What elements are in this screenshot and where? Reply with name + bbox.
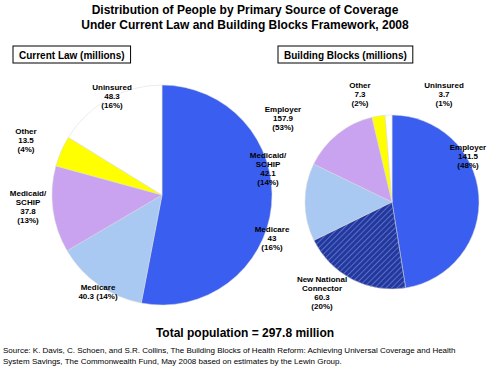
slice-label: SCHIP [256, 160, 281, 169]
slice-label: 13.5 [18, 136, 34, 145]
slice-label: (1%) [436, 99, 453, 108]
slice-label: Medicare [81, 283, 116, 292]
slice-label: (14%) [257, 178, 279, 187]
slice-label-part: 60.3 [314, 293, 330, 302]
slice-label: 37.8 [20, 207, 36, 216]
slice-label-part: Connector [302, 284, 342, 293]
slice-label-part: (14%) [94, 292, 118, 301]
slice-label: Employer [450, 143, 486, 152]
slice-label-part: Other [349, 81, 370, 90]
slice-label: 40.3 (14%) [78, 292, 117, 301]
slice-label: New National [297, 275, 347, 284]
slice-label: Employer [265, 105, 301, 114]
slice-label-part: SCHIP [256, 160, 281, 169]
slice-label-part: 42.1 [260, 169, 276, 178]
page: {"figure": {"title_lines": ["Distributio… [0, 0, 490, 373]
slice-label: (16%) [261, 243, 283, 252]
slice-label-part: Employer [265, 105, 301, 114]
slice-label-part: (13%) [17, 216, 39, 225]
panel-title-box [278, 46, 413, 63]
slice-label: (4%) [18, 145, 35, 154]
pie-slice [372, 115, 392, 202]
data-labels: Employer141.5(48%)New NationalConnector6… [250, 81, 486, 311]
slice-label-part: (4%) [18, 145, 35, 154]
chart-title: Under Current Law and Building Blocks Fr… [81, 18, 409, 32]
slice-label: 48.3 [104, 92, 120, 101]
slice-label: Uninsured [424, 81, 464, 90]
slice-label-part: Other [15, 127, 36, 136]
data-labels: Employer157.9(53%)Medicare40.3 (14%)Medi… [10, 83, 301, 301]
slice-label-part: Uninsured [424, 81, 464, 90]
slice-label: Connector [302, 284, 342, 293]
slice-label-part: Medicaid/ [10, 189, 47, 198]
source-note: Source: K. Davis, C. Schoen, and S.R. Co… [3, 346, 456, 355]
slice-label: Medicaid/ [10, 189, 47, 198]
source-note: System Savings, The Commonwealth Fund, M… [3, 357, 342, 366]
slice-label-part: 37.8 [20, 207, 36, 216]
pie-slice [392, 115, 479, 288]
slice-label: 43 [268, 234, 277, 243]
pie-slice [68, 85, 162, 195]
slice-label: (16%) [101, 101, 123, 110]
slice-label: (2%) [352, 99, 369, 108]
slice-label: 7.3 [354, 90, 366, 99]
slice-label: 157.9 [273, 114, 294, 123]
slice-label-part: (16%) [261, 243, 283, 252]
slice-label-part: 141.5 [458, 152, 479, 161]
slice-label: 3.7 [438, 90, 450, 99]
chart-root: Distribution of People by Primary Source… [0, 0, 490, 373]
slice-label-part: Medicare [81, 283, 116, 292]
slice-label: Medicaid/ [250, 151, 287, 160]
slices [305, 115, 479, 289]
slice-label: 42.1 [260, 169, 276, 178]
panel-title-box [13, 46, 131, 63]
slice-label-part: (1%) [436, 99, 453, 108]
slice-label: (20%) [311, 302, 333, 311]
slice-label-part: 40.3 [78, 292, 94, 301]
slice-label: SCHIP [16, 198, 41, 207]
chart-title: Distribution of People by Primary Source… [92, 3, 399, 17]
slice-label-part: New National [297, 275, 347, 284]
slice-label: Other [349, 81, 370, 90]
pie-chart: Current Law (millions) Employer157.9(53%)… [10, 46, 301, 305]
slice-label-part: SCHIP [16, 198, 41, 207]
slice-label-part: (2%) [352, 99, 369, 108]
pie-chart: Building Blocks (millions)Employer141.5(… [250, 46, 486, 311]
slice-label-part: 7.3 [354, 90, 366, 99]
slice-label: (53%) [272, 123, 294, 132]
slice-label-part: (16%) [101, 101, 123, 110]
slice-label-part: 48.3 [104, 92, 120, 101]
slice-label-part: (20%) [311, 302, 333, 311]
pie-slice [385, 115, 392, 202]
panel-title: Building Blocks (millions) [284, 50, 407, 61]
slice-label: (48%) [457, 161, 479, 170]
panel-title: Current Law (millions) [19, 50, 125, 61]
slice-label-part: (48%) [457, 161, 479, 170]
slice-label-part: 13.5 [18, 136, 34, 145]
slice-label: (13%) [17, 216, 39, 225]
slice-label-part: Medicare [255, 225, 290, 234]
total-note: Total population = 297.8 million [156, 326, 334, 340]
slice-label-part: (14%) [257, 178, 279, 187]
slice-label: Medicare [255, 225, 290, 234]
slice-label-part: Employer [450, 143, 486, 152]
slices [52, 85, 272, 305]
slice-label: Uninsured [92, 83, 132, 92]
slice-label-part: Medicaid/ [250, 151, 287, 160]
slice-label-part: 3.7 [438, 90, 450, 99]
slice-label-part: Uninsured [92, 83, 132, 92]
slice-label-part: 43 [268, 234, 277, 243]
slice-label: 60.3 [314, 293, 330, 302]
slice-label-part: 157.9 [273, 114, 294, 123]
slice-label: 141.5 [458, 152, 479, 161]
slice-label: Other [15, 127, 36, 136]
slice-label-part: (53%) [272, 123, 294, 132]
